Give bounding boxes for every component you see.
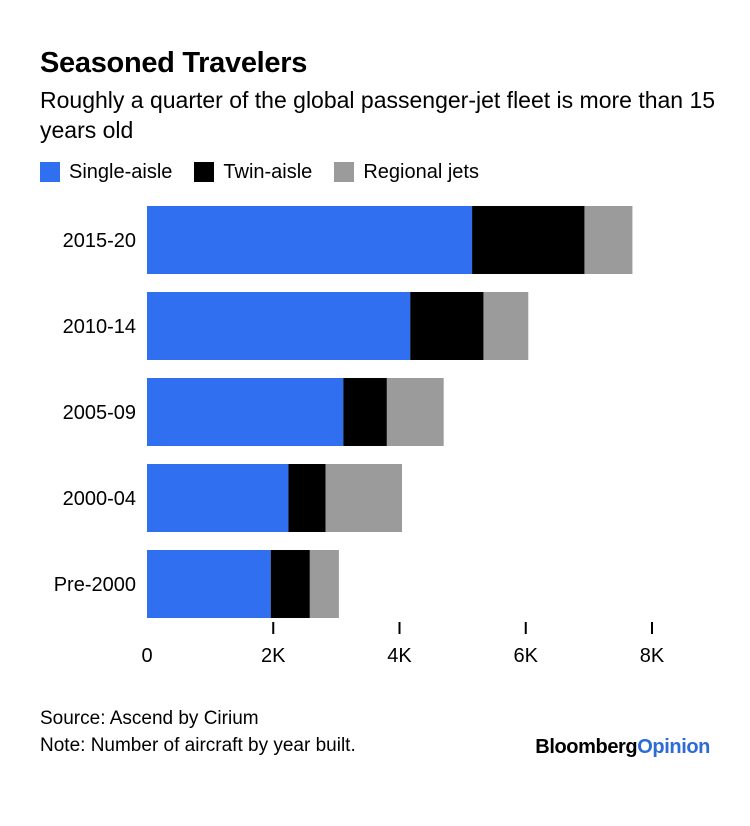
brand-logo-main: Bloomberg (535, 736, 638, 758)
source-note: Source: Ascend by Cirium (40, 708, 259, 729)
legend-swatch-single-aisle (40, 162, 60, 182)
bar-2010-14-twin-aisle (410, 292, 484, 360)
bar-2000-04-twin-aisle (288, 464, 326, 532)
footnote: Note: Number of aircraft by year built. (40, 735, 356, 756)
bar-2015-20-twin-aisle (472, 206, 585, 274)
brand-logo: BloombergOpinion (535, 736, 710, 759)
bar-2010-14-regional-jets (483, 292, 529, 360)
legend-label-twin-aisle: Twin-aisle (223, 160, 313, 183)
x-tick-label-2k: 2K (261, 645, 286, 667)
category-label-2005-09: 2005-09 (63, 402, 136, 424)
legend-label-single-aisle: Single-aisle (69, 160, 173, 183)
bar-pre-2000-single-aisle (147, 550, 271, 618)
legend-item-single-aisle: Single-aisle (40, 161, 172, 184)
legend-item-regional-jets: Regional jets (334, 161, 479, 184)
bar-2005-09-regional-jets (386, 378, 444, 446)
legend-item-twin-aisle: Twin-aisle (194, 161, 312, 184)
x-tick-label-8k: 8K (640, 645, 665, 667)
category-label-2010-14: 2010-14 (63, 316, 136, 338)
bar-2015-20-single-aisle (147, 206, 473, 274)
chart-subtitle: Roughly a quarter of the global passenge… (40, 87, 716, 143)
bar-2005-09-single-aisle (147, 378, 344, 446)
legend: Single-aisle Twin-aisle Regional jets (40, 160, 501, 184)
x-tick-label-4k: 4K (387, 645, 412, 667)
legend-label-regional-jets: Regional jets (363, 160, 479, 183)
category-label-2015-20: 2015-20 (63, 230, 136, 252)
x-tick-label-0: 0 (141, 645, 152, 667)
legend-swatch-twin-aisle (194, 162, 215, 182)
bar-2015-20-regional-jets (584, 206, 633, 274)
bar-2000-04-single-aisle (147, 464, 289, 532)
x-tick-label-6k: 6K (514, 645, 539, 667)
bar-2010-14-single-aisle (147, 292, 411, 360)
chart-title: Seasoned Travelers (40, 47, 308, 79)
stacked-bar-chart: 2015-20 2010-14 2005-09 2000-04 Pre-2000 0 2K 4… (54, 206, 665, 667)
bar-2005-09-twin-aisle (343, 378, 387, 446)
bar-pre-2000-twin-aisle (270, 550, 310, 618)
bar-pre-2000-regional-jets (309, 550, 339, 618)
category-label-2000-04: 2000-04 (63, 488, 136, 510)
brand-logo-accent: Opinion (637, 736, 710, 758)
bar-2000-04-regional-jets (325, 464, 403, 532)
category-label-pre-2000: Pre-2000 (54, 574, 136, 596)
legend-swatch-regional-jets (334, 162, 355, 182)
